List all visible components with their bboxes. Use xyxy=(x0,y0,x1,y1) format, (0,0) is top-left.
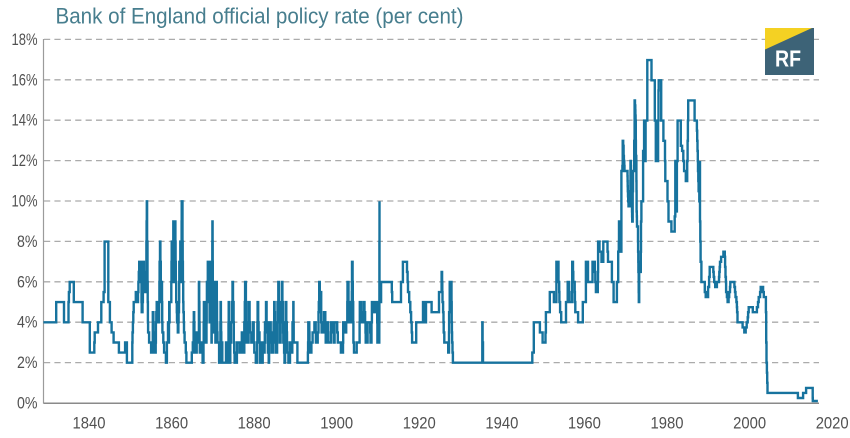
svg-text:1880: 1880 xyxy=(238,414,271,433)
svg-text:14%: 14% xyxy=(12,111,38,130)
svg-text:2000: 2000 xyxy=(733,414,766,433)
svg-text:2%: 2% xyxy=(17,353,38,372)
svg-text:12%: 12% xyxy=(12,151,38,170)
svg-text:1840: 1840 xyxy=(73,414,106,433)
svg-text:8%: 8% xyxy=(17,232,38,251)
svg-text:0%: 0% xyxy=(17,394,38,413)
svg-text:Bank of England official polic: Bank of England official policy rate (pe… xyxy=(56,4,464,29)
svg-text:6%: 6% xyxy=(17,272,38,291)
svg-text:2020: 2020 xyxy=(816,414,849,433)
svg-text:1960: 1960 xyxy=(568,414,601,433)
svg-text:18%: 18% xyxy=(12,30,38,49)
svg-text:16%: 16% xyxy=(12,70,38,89)
svg-text:RF: RF xyxy=(775,46,801,72)
svg-text:1860: 1860 xyxy=(155,414,188,433)
svg-text:1980: 1980 xyxy=(651,414,684,433)
svg-text:1900: 1900 xyxy=(320,414,353,433)
svg-text:4%: 4% xyxy=(17,313,38,332)
svg-text:1940: 1940 xyxy=(485,414,518,433)
svg-text:1920: 1920 xyxy=(403,414,436,433)
svg-text:10%: 10% xyxy=(12,192,38,211)
